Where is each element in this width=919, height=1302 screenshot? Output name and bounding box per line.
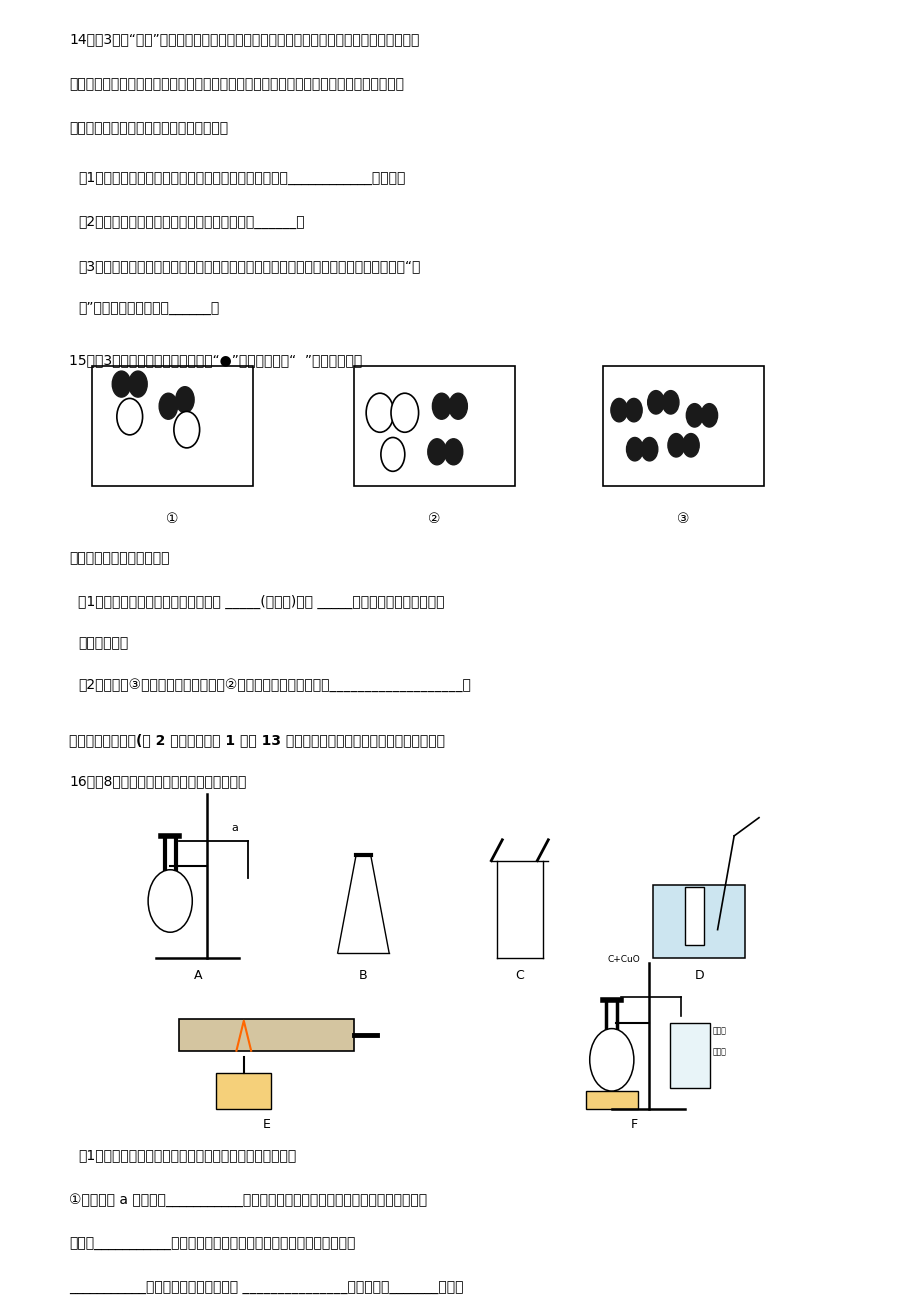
- Circle shape: [686, 404, 702, 427]
- Circle shape: [682, 434, 698, 457]
- Text: 14．（3分）“中水”是指生活污水经处理达到规定水质标准的，可在一定范围内再次使用的: 14．（3分）“中水”是指生活污水经处理达到规定水质标准的，可在一定范围内再次使…: [69, 33, 419, 47]
- Text: ___________，该反应的化学方程式为 _______________反应基本是_______反应。: ___________，该反应的化学方程式为 _______________反应…: [69, 1281, 463, 1295]
- Text: C: C: [515, 969, 524, 982]
- Bar: [669, 1023, 709, 1088]
- Circle shape: [647, 391, 664, 414]
- Text: 石灰水: 石灰水: [712, 1048, 726, 1057]
- Text: 水”再利用的目的是什么______。: 水”再利用的目的是什么______。: [78, 301, 220, 315]
- Text: 15．（3分）下列分子的示意图中，“●”表示氢原子，“  ”表示氧原子。: 15．（3分）下列分子的示意图中，“●”表示氢原子，“ ”表示氧原子。: [69, 353, 362, 367]
- Text: ③: ③: [676, 512, 688, 526]
- Circle shape: [366, 393, 393, 432]
- Circle shape: [391, 393, 418, 432]
- Bar: [652, 885, 744, 958]
- Circle shape: [610, 398, 627, 422]
- Text: ②: ②: [428, 512, 440, 526]
- FancyBboxPatch shape: [354, 366, 515, 486]
- Circle shape: [625, 398, 641, 422]
- Text: 非饮用水。现有一种含碎菜叶、碎塑料薄膜和泥沙且有一定臭味的生活污水（成分已作了简: 非饮用水。现有一种含碎菜叶、碎塑料薄膜和泥沙且有一定臭味的生活污水（成分已作了简: [69, 77, 403, 91]
- Circle shape: [589, 1029, 633, 1091]
- Bar: [179, 1019, 354, 1051]
- Circle shape: [112, 371, 130, 397]
- Text: 16．（8分）请根据题目要求回答下列问题。: 16．（8分）请根据题目要求回答下列问题。: [69, 775, 246, 789]
- Circle shape: [667, 434, 684, 457]
- Text: （2）写出图③中所示的物质转变成图②中所示物质的化学方程式___________________。: （2）写出图③中所示的物质转变成图②中所示物质的化学方程式___________…: [78, 678, 471, 693]
- Text: ①: ①: [166, 512, 178, 526]
- Circle shape: [700, 404, 717, 427]
- Circle shape: [448, 393, 467, 419]
- Circle shape: [129, 371, 147, 397]
- Circle shape: [117, 398, 142, 435]
- Bar: [216, 1073, 271, 1109]
- Text: 四、实验与探究题(公 2 个小题，每空 1 分公 13 分。请将答案填写在答题卡相应位置上。）: 四、实验与探究题(公 2 个小题，每空 1 分公 13 分。请将答案填写在答题卡…: [69, 733, 445, 747]
- Text: ①如图他器 a 的名称为___________，制取和收集二氧化碳可选用装置为（填序号，下: ①如图他器 a 的名称为___________，制取和收集二氧化碳可选用装置为（…: [69, 1193, 426, 1207]
- Text: A: A: [193, 969, 202, 982]
- Circle shape: [176, 387, 194, 413]
- Circle shape: [380, 437, 404, 471]
- Circle shape: [662, 391, 678, 414]
- Text: （1）其中表示构成化合物的分子是图 _____(填编号)，图 _____（填编号）中的分子构成: （1）其中表示构成化合物的分子是图 _____(填编号)，图 _____（填编号…: [78, 595, 444, 609]
- Circle shape: [159, 393, 177, 419]
- Text: E: E: [263, 1117, 270, 1130]
- Text: B: B: [358, 969, 368, 982]
- Text: （3）此污水经过去渣、除臭处理后即可作为生活清洁（如冲厠所、洗车）用水。你认为“中: （3）此污水经过去渣、除臭处理后即可作为生活清洁（如冲厠所、洗车）用水。你认为“…: [78, 259, 420, 273]
- Circle shape: [148, 870, 192, 932]
- Bar: [585, 1091, 637, 1109]
- Text: 请根据上图回答下列问题：: 请根据上图回答下列问题：: [69, 551, 169, 565]
- Text: 同）　___________；若用高锡酸鿠制取和收集氧气，则选择的装置为: 同） ___________；若用高锡酸鿠制取和收集氧气，则选择的装置为: [69, 1237, 355, 1251]
- Circle shape: [641, 437, 657, 461]
- Text: 澄清的: 澄清的: [712, 1027, 726, 1036]
- Bar: [685, 887, 703, 945]
- Text: 化），根据你了解的知识，回答下列问题：: 化），根据你了解的知识，回答下列问题：: [69, 121, 228, 135]
- Text: 的是混合物。: 的是混合物。: [78, 637, 129, 651]
- Circle shape: [432, 393, 450, 419]
- Text: （1）欲除去此污水中的菜叶、塑料薄膜和泥沙，可采用____________的方法。: （1）欲除去此污水中的菜叶、塑料薄膜和泥沙，可采用____________的方法…: [78, 171, 405, 185]
- Text: a: a: [232, 823, 238, 833]
- FancyBboxPatch shape: [92, 366, 253, 486]
- Text: （1）某课外小组，利用上图提供的部分装置，制取气体。: （1）某课外小组，利用上图提供的部分装置，制取气体。: [78, 1148, 296, 1163]
- Text: F: F: [630, 1117, 638, 1130]
- Circle shape: [427, 439, 446, 465]
- FancyBboxPatch shape: [602, 366, 763, 486]
- Text: D: D: [694, 969, 703, 982]
- Text: C+CuO: C+CuO: [607, 956, 640, 965]
- Circle shape: [626, 437, 642, 461]
- Text: （2）要除去污水中的臭味，通常使用的物质是______。: （2）要除去污水中的臭味，通常使用的物质是______。: [78, 215, 304, 229]
- Circle shape: [444, 439, 462, 465]
- Circle shape: [174, 411, 199, 448]
